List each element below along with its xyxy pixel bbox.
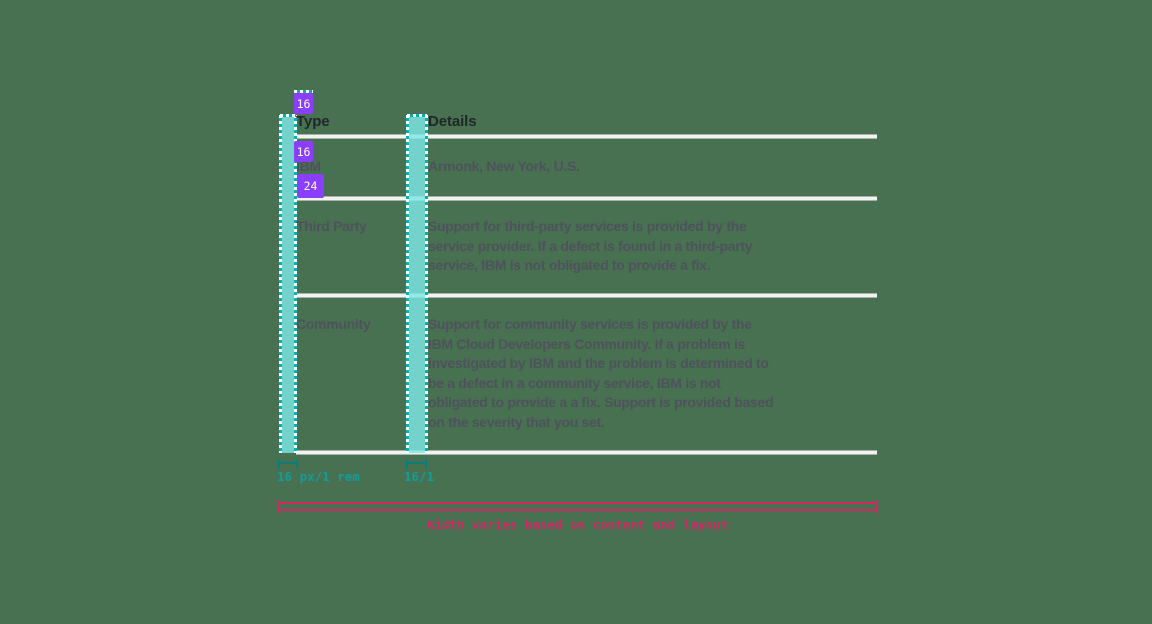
dashed-edge <box>294 115 297 453</box>
table-cell-details: Support for community services is provid… <box>428 316 774 430</box>
badge-top-dash <box>294 90 313 93</box>
dashed-edge <box>406 115 409 453</box>
table-cell-details: Support for third-party services is prov… <box>428 218 753 273</box>
spacing-value-badge: 16 <box>294 141 313 162</box>
spacing-bar-column-gutter <box>406 114 428 453</box>
spacing-value-badge: 24 <box>297 174 324 198</box>
measurement-label: 16 px/1 rem <box>277 469 360 484</box>
table-row-divider <box>296 196 877 201</box>
table-cell-type: Third Party <box>296 218 367 234</box>
spacing-bar-left-padding <box>279 114 297 453</box>
measurement-label: 16/1 <box>404 469 435 484</box>
measurement-ibeam <box>278 459 298 469</box>
table-header-divider <box>296 134 877 139</box>
table-bottom-divider <box>296 450 877 455</box>
measurement-ibeam <box>406 459 427 469</box>
dashed-edge <box>280 114 296 117</box>
column-header-type: Type <box>296 113 330 130</box>
table-cell-type: Community <box>296 316 371 332</box>
dashed-edge <box>279 115 282 453</box>
column-header-details: Details <box>428 113 477 130</box>
table-cell-details: Armonk, New York, U.S. <box>428 158 580 174</box>
dashed-edge <box>425 115 428 453</box>
spacing-value-badge: 16 <box>294 93 313 114</box>
table-row-divider <box>296 293 877 298</box>
width-measure-line <box>278 500 877 513</box>
dashed-edge <box>407 114 427 117</box>
width-note-label: Width varies based on content and layout <box>426 517 729 532</box>
table-cell-type: IBM <box>296 158 321 174</box>
